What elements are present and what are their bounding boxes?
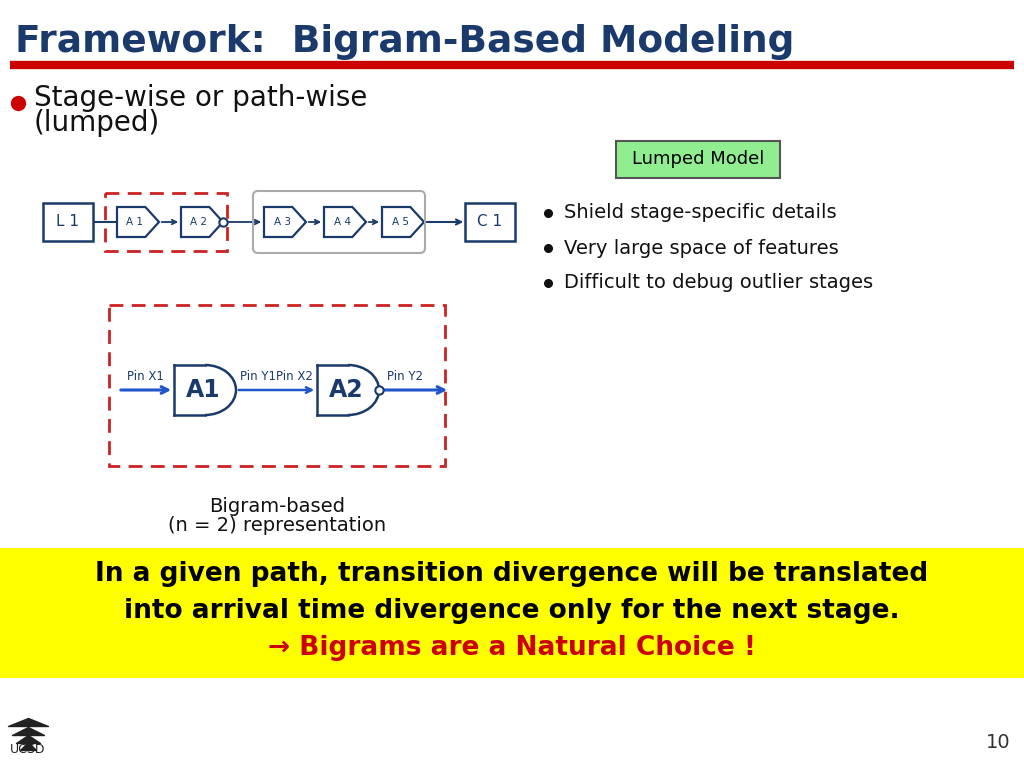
Text: Shield stage-specific details: Shield stage-specific details [564, 204, 837, 223]
Text: Pin Y1: Pin Y1 [240, 369, 276, 382]
Text: A 5: A 5 [391, 217, 409, 227]
Text: UCSD: UCSD [10, 743, 46, 756]
Polygon shape [181, 207, 223, 237]
Text: Very large space of features: Very large space of features [564, 239, 839, 257]
Text: Difficult to debug outlier stages: Difficult to debug outlier stages [564, 273, 873, 293]
Text: A2: A2 [329, 378, 364, 402]
Text: Bigram-based: Bigram-based [209, 497, 345, 516]
Polygon shape [324, 207, 366, 237]
Text: A 2: A 2 [190, 217, 208, 227]
Text: → Bigrams are a Natural Choice !: → Bigrams are a Natural Choice ! [268, 635, 756, 661]
Text: A 1: A 1 [127, 217, 143, 227]
Text: (n = 2) representation: (n = 2) representation [168, 516, 386, 535]
Text: (lumped): (lumped) [34, 109, 160, 137]
Polygon shape [117, 207, 159, 237]
FancyBboxPatch shape [465, 203, 515, 241]
Polygon shape [382, 207, 424, 237]
Text: Stage-wise or path-wise: Stage-wise or path-wise [34, 84, 368, 112]
Text: A 4: A 4 [334, 217, 350, 227]
Polygon shape [317, 365, 379, 415]
FancyBboxPatch shape [616, 141, 780, 178]
Polygon shape [264, 207, 306, 237]
Bar [0, 548, 1024, 678]
Text: Pin X1: Pin X1 [127, 369, 164, 382]
Text: Pin Y2: Pin Y2 [387, 369, 423, 382]
Text: Framework:  Bigram-Based Modeling: Framework: Bigram-Based Modeling [15, 24, 795, 60]
Text: A1: A1 [185, 378, 220, 402]
Text: In a given path, transition divergence will be translated: In a given path, transition divergence w… [95, 561, 929, 587]
Polygon shape [174, 365, 236, 415]
Text: C 1: C 1 [477, 214, 503, 230]
Text: 10: 10 [985, 733, 1010, 752]
Text: into arrival time divergence only for the next stage.: into arrival time divergence only for th… [124, 598, 900, 624]
Text: Lumped Model: Lumped Model [632, 151, 764, 168]
Text: A 3: A 3 [273, 217, 291, 227]
Text: Pin X2: Pin X2 [276, 369, 313, 382]
FancyBboxPatch shape [43, 203, 93, 241]
Text: L 1: L 1 [56, 214, 80, 230]
